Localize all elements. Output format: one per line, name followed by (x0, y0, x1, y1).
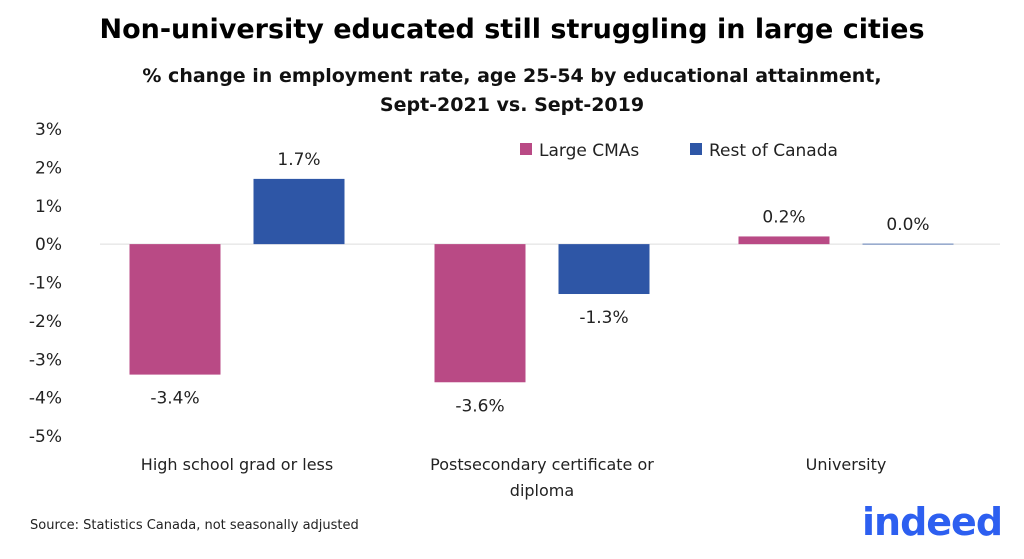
y-tick-label: -4% (29, 389, 62, 409)
data-label: 0.2% (762, 207, 805, 227)
y-tick-label: -3% (29, 350, 62, 370)
category-label: University (806, 455, 887, 474)
data-label: -1.3% (579, 308, 628, 328)
bar-large-cmas (129, 244, 221, 375)
legend-swatch (690, 143, 702, 155)
legend-swatch (520, 143, 532, 155)
category-label: diploma (510, 481, 574, 500)
subtitle-line-2: Sept-2021 vs. Sept-2019 (379, 94, 645, 116)
bar-large-cmas (738, 236, 830, 245)
chart-title: Non-university educated still struggling… (99, 14, 925, 45)
legend-label: Large CMAs (539, 141, 639, 161)
category-label: High school grad or less (141, 455, 333, 474)
legend-label: Rest of Canada (709, 141, 838, 161)
y-tick-label: 3% (35, 120, 62, 140)
data-label: 1.7% (277, 150, 320, 170)
indeed-logo: indeed (862, 500, 1003, 544)
bar-rest-of-canada (862, 243, 954, 245)
y-tick-label: 1% (35, 197, 62, 217)
y-tick-label: 0% (35, 235, 62, 255)
chart-subtitle: % change in employment rate, age 25-54 b… (0, 62, 1024, 120)
data-label: -3.4% (150, 389, 199, 409)
y-tick-label: 2% (35, 158, 62, 178)
data-label: 0.0% (886, 215, 929, 235)
source-note: Source: Statistics Canada, not seasonall… (30, 518, 359, 533)
bar-rest-of-canada (253, 178, 345, 245)
category-label: Postsecondary certificate or (430, 455, 654, 474)
y-tick-label: -1% (29, 274, 62, 294)
bar-large-cmas (434, 244, 526, 383)
data-label: -3.6% (455, 396, 504, 416)
y-tick-label: -2% (29, 312, 62, 332)
bar-rest-of-canada (558, 244, 650, 295)
subtitle-line-1: % change in employment rate, age 25-54 b… (142, 65, 882, 87)
y-tick-label: -5% (29, 427, 62, 447)
